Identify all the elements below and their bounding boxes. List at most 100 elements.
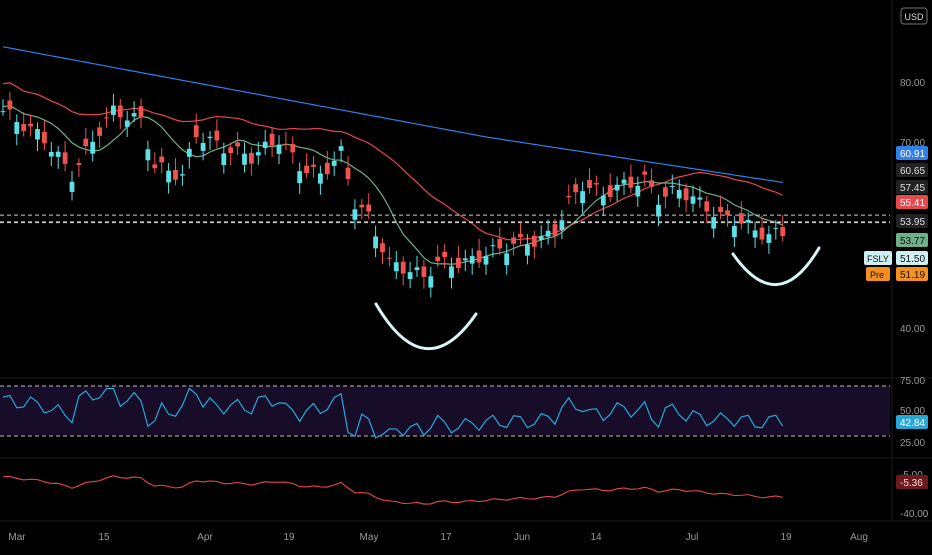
candle-body	[186, 148, 192, 157]
candle-body	[462, 258, 468, 261]
candle-body	[449, 266, 454, 278]
candle-body	[690, 196, 696, 204]
candle-body	[518, 233, 523, 238]
premarket-price-label	[896, 267, 928, 281]
osc2-y-tick: -40.00	[900, 509, 929, 520]
candle-body	[649, 180, 654, 187]
candle-body	[421, 266, 427, 277]
x-tick: 17	[440, 532, 452, 543]
candle-body	[476, 250, 482, 263]
price-label-text: 51.19	[900, 270, 925, 281]
candle-body	[745, 219, 751, 223]
candle-body	[600, 195, 606, 206]
currency-badge[interactable]	[900, 7, 928, 25]
candle-body	[773, 228, 779, 230]
candle-body	[711, 217, 717, 229]
candle-body	[656, 204, 661, 217]
osc1-value-text: 42.84	[900, 418, 925, 429]
candle-body	[104, 117, 109, 119]
candle-body	[621, 179, 627, 184]
candle-body	[221, 153, 227, 166]
oscillator-2-line	[2, 475, 783, 505]
pattern-highlights	[374, 246, 821, 351]
osc2-value-label	[896, 475, 928, 489]
x-tick: 19	[780, 532, 792, 543]
osc2-value-text: -5.36	[900, 478, 923, 489]
osc1-y-tick: 50.00	[900, 406, 925, 417]
candle-body	[538, 236, 544, 240]
candle-body	[304, 165, 309, 174]
oscillator-band	[0, 386, 890, 436]
candle-body	[131, 113, 137, 117]
candle-body	[511, 237, 516, 244]
candle-body	[531, 235, 537, 247]
premarket-tag	[866, 267, 890, 281]
candle-body	[242, 153, 247, 165]
price-y-tick: 40.00	[900, 324, 925, 335]
candle-body	[331, 160, 337, 166]
candlesticks	[0, 91, 786, 298]
x-tick: Jul	[686, 532, 699, 543]
candle-body	[124, 120, 130, 127]
x-axis: Mar 15 Apr 19 May 17 Jun 14 Jul 19 Aug	[8, 532, 868, 543]
candle-body	[483, 256, 489, 265]
price-label-text: 53.77	[900, 236, 925, 247]
x-tick: Aug	[850, 532, 868, 543]
price-label-text: 60.91	[900, 149, 925, 160]
candle-body	[283, 143, 289, 145]
candle-body	[683, 188, 689, 201]
candle-body	[780, 226, 786, 236]
osc1-line	[2, 387, 784, 439]
candle-body	[111, 105, 116, 115]
candle-body	[297, 171, 303, 184]
candle-body	[200, 142, 206, 151]
candle-body	[290, 143, 296, 153]
candle-body	[525, 244, 530, 256]
candle-body	[663, 187, 668, 197]
candle-body	[373, 236, 378, 249]
osc1-y-tick: 25.00	[900, 438, 925, 449]
price-label-text: 51.50	[900, 254, 925, 265]
candle-body	[152, 164, 158, 169]
candle-body	[7, 100, 13, 110]
candle-body	[594, 183, 599, 185]
ma-long-line	[2, 46, 783, 184]
candle-body	[380, 243, 385, 253]
candle-body	[173, 169, 178, 180]
candle-body	[642, 171, 648, 175]
candle-body	[166, 170, 171, 183]
candle-body	[193, 125, 199, 138]
candle-body	[338, 146, 344, 151]
candle-body	[635, 185, 641, 197]
candle-body	[276, 144, 282, 154]
x-tick: Jun	[514, 532, 530, 543]
candle-body	[255, 152, 261, 156]
candle-body	[738, 213, 744, 224]
candle-body	[442, 251, 447, 258]
last-price-label	[896, 251, 928, 265]
price-label-text: 60.65	[900, 166, 925, 177]
candle-body	[414, 267, 420, 271]
candle-body	[311, 164, 316, 167]
candle-body	[97, 127, 102, 136]
oscillator-1-line	[0, 385, 890, 439]
candle-body	[428, 276, 434, 288]
candle-body	[14, 122, 20, 134]
price-y-tick: 80.00	[900, 78, 925, 89]
horizontal-levels	[0, 214, 890, 224]
candle-body	[249, 152, 254, 164]
candle-body	[752, 230, 758, 238]
candle-body	[552, 224, 558, 236]
x-tick: 19	[283, 532, 295, 543]
candle-body	[345, 167, 351, 180]
candle-body	[138, 106, 144, 117]
candle-body	[76, 163, 82, 166]
candle-body	[69, 181, 75, 192]
candle-body	[587, 180, 592, 188]
candle-body	[48, 151, 54, 157]
price-label-ma-long	[896, 146, 928, 160]
x-tick: Apr	[197, 532, 213, 543]
cup-bottom-may	[374, 302, 478, 351]
cup-bottom-jul	[731, 246, 821, 286]
price-label	[896, 163, 928, 177]
